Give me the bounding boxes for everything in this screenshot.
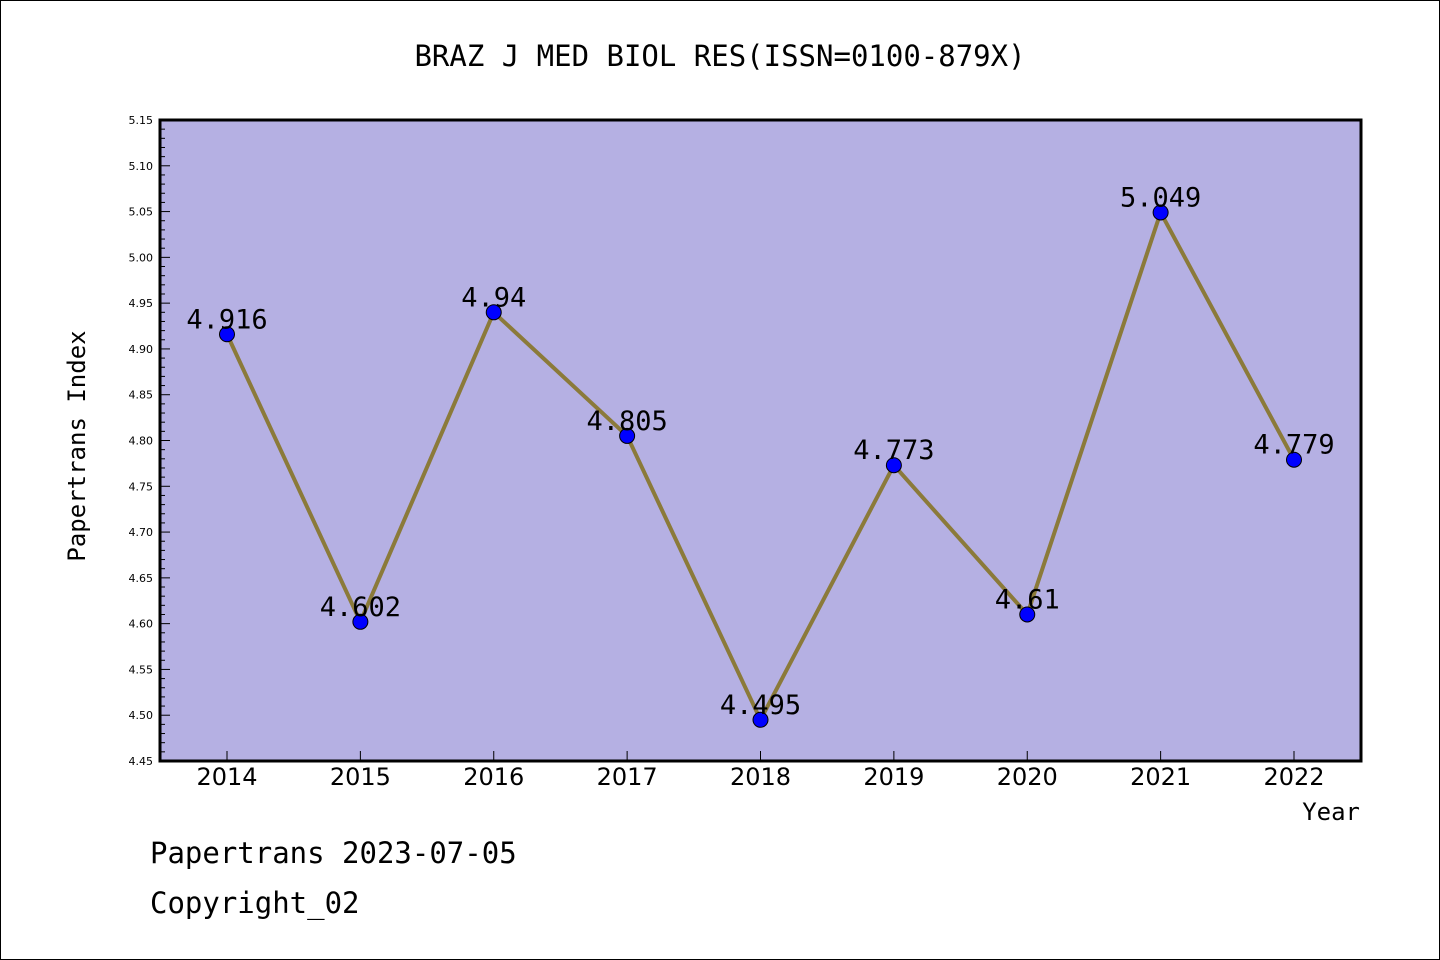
y-tick-label: 5.10 [129, 160, 154, 173]
data-label: 4.94 [461, 282, 526, 313]
x-tick-label: 2014 [196, 763, 257, 791]
data-label-layer: 4.916 4.602 4.94 4.805 4.495 4.773 4.61 5.049 4.… [186, 182, 1334, 720]
y-tick-label: 4.45 [129, 755, 154, 768]
y-tick-label: 5.00 [129, 251, 154, 264]
footer-copyright: Copyright_02 [150, 886, 360, 920]
y-tick-label: 4.90 [129, 343, 154, 356]
y-tick-label: 4.80 [129, 435, 154, 448]
y-tick-label: 4.50 [129, 709, 154, 722]
data-label: 4.773 [853, 435, 934, 466]
data-point [1152, 204, 1169, 221]
data-label: 5.049 [1120, 182, 1201, 213]
footer-source: Papertrans 2023-07-05 [150, 836, 517, 870]
data-point [1286, 451, 1302, 468]
y-tick-label: 4.65 [129, 572, 154, 585]
x-axis: 2014 2015 2016 2017 2018 2019 2020 2021 2022 [196, 751, 1325, 791]
x-tick-label: 2016 [463, 763, 524, 791]
x-tick-label: 2021 [1130, 763, 1191, 791]
data-label: 4.495 [720, 690, 801, 721]
data-point [752, 711, 769, 728]
y-tick-label: 4.60 [129, 618, 154, 631]
x-tick-label: 2019 [863, 763, 924, 791]
data-label: 4.916 [186, 304, 267, 335]
x-tick-label: 2015 [330, 763, 391, 791]
x-tick-label: 2018 [730, 763, 791, 791]
y-axis-label: Papertrans Index [63, 330, 91, 561]
y-tick-label: 5.15 [129, 114, 154, 127]
y-tick-label: 4.70 [129, 526, 154, 539]
data-point [1019, 606, 1036, 623]
data-point [352, 613, 369, 630]
data-point [885, 457, 902, 474]
x-tick-label: 2020 [997, 763, 1058, 791]
y-tick-label: 5.05 [129, 206, 154, 219]
data-point [619, 427, 636, 444]
x-tick-label: 2017 [597, 763, 658, 791]
data-label: 4.805 [586, 406, 667, 437]
y-axis: 4.45 4.50 4.55 4.60 4.65 4.70 4.75 4.80 4.85 4.90… [129, 114, 170, 768]
series-layer [219, 204, 1302, 728]
y-tick-label: 4.95 [129, 297, 154, 310]
y-tick-label: 4.75 [129, 480, 154, 493]
data-label: 4.602 [320, 592, 401, 623]
data-point [219, 326, 235, 343]
x-axis-label: Year [1302, 798, 1360, 826]
data-label: 4.61 [995, 584, 1060, 615]
data-point [485, 304, 502, 321]
plot-area [158, 118, 1363, 763]
y-tick-label: 4.85 [129, 389, 154, 402]
y-tick-label: 4.55 [129, 663, 154, 676]
x-tick-label: 2022 [1263, 763, 1324, 791]
chart-title: BRAZ J MED BIOL RES(ISSN=0100-879X) [414, 39, 1025, 73]
data-label: 4.779 [1253, 430, 1334, 461]
